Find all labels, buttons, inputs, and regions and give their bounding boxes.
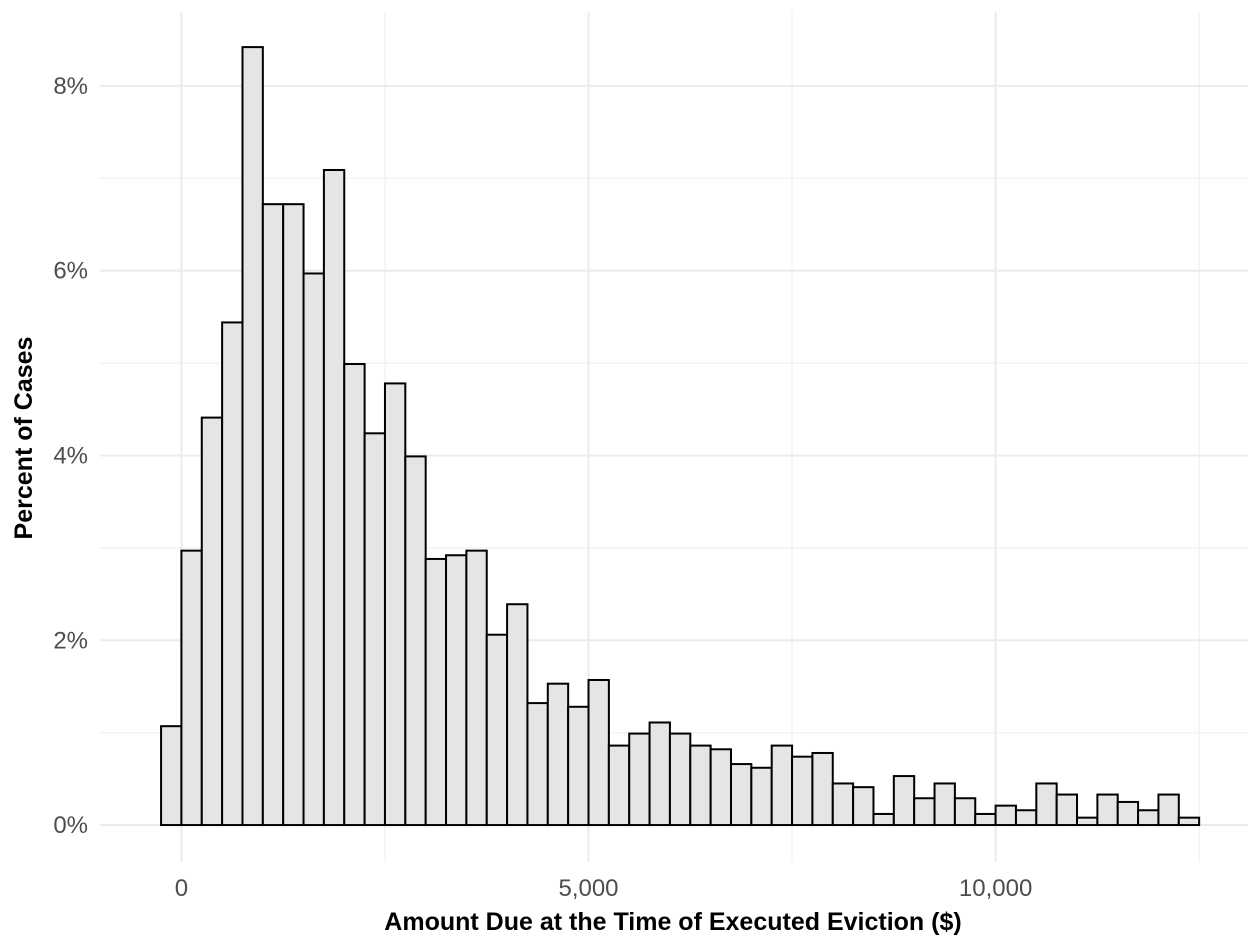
histogram-bar	[872, 812, 895, 827]
y-tick-label: 8%	[53, 73, 88, 100]
y-axis-ticks: 0% 2% 4% 6% 8%	[53, 73, 88, 839]
histogram-bar	[1177, 816, 1201, 827]
histogram-bar	[200, 416, 224, 827]
histogram-bar	[607, 744, 631, 827]
histogram-bar	[587, 678, 610, 827]
histogram-bar	[465, 549, 488, 827]
histogram-bar	[343, 363, 366, 827]
bars	[160, 46, 1201, 827]
histogram-bar	[485, 633, 509, 827]
histogram-bar	[567, 705, 590, 827]
histogram-bar	[241, 46, 264, 827]
histogram-bar	[974, 812, 997, 827]
x-tick-label: 5,000	[558, 875, 618, 902]
histogram-bar	[811, 751, 834, 827]
histogram-bar	[933, 782, 956, 827]
histogram-bar	[526, 702, 549, 827]
histogram-bar	[913, 797, 936, 827]
x-axis-title: Amount Due at the Time of Executed Evict…	[384, 908, 961, 936]
histogram-bar	[852, 786, 875, 827]
histogram-bar	[689, 744, 712, 827]
histogram-bar	[445, 554, 468, 827]
y-tick-label: 6%	[53, 258, 88, 285]
y-tick-label: 0%	[53, 812, 88, 839]
histogram-bar	[648, 721, 671, 827]
x-axis-ticks: 0 5,000 10,000	[175, 875, 1033, 902]
histogram-bar	[546, 682, 570, 827]
x-tick-label: 10,000	[959, 875, 1032, 902]
y-axis-title: Percent of Cases	[10, 337, 38, 540]
histogram-bar	[1014, 809, 1038, 827]
y-tick-label: 4%	[53, 442, 88, 469]
histogram-bar	[160, 725, 183, 827]
histogram-bar	[261, 203, 285, 827]
histogram-bar	[302, 272, 325, 827]
histogram-bar	[831, 782, 855, 827]
histogram-bar	[709, 748, 732, 827]
histogram-bar	[383, 382, 407, 827]
histogram-bar	[424, 557, 448, 827]
histogram-bar	[994, 804, 1017, 827]
histogram-bar	[892, 775, 916, 827]
histogram-bar	[953, 797, 977, 827]
histogram-bar	[770, 744, 794, 827]
histogram-bar	[1035, 782, 1058, 827]
histogram-bar	[506, 603, 529, 827]
histogram-bar	[180, 549, 203, 827]
histogram-bar	[322, 168, 346, 827]
histogram-bar	[1076, 816, 1099, 827]
x-tick-label: 0	[175, 875, 188, 902]
y-tick-label: 2%	[53, 627, 88, 654]
histogram-bar	[1116, 800, 1140, 827]
histogram-bar	[628, 732, 651, 827]
histogram-bar	[404, 455, 427, 827]
histogram-bar	[1137, 809, 1160, 827]
histogram-bar	[750, 766, 773, 827]
histogram-bar	[1055, 793, 1079, 827]
histogram-bar	[1096, 793, 1119, 827]
histogram-bar	[1157, 793, 1180, 827]
histogram-bar	[363, 432, 386, 827]
histogram-bar	[221, 321, 244, 827]
histogram-bar	[282, 203, 305, 827]
histogram-bar	[791, 755, 814, 827]
histogram-bar	[668, 732, 692, 827]
histogram-bar	[729, 763, 753, 827]
